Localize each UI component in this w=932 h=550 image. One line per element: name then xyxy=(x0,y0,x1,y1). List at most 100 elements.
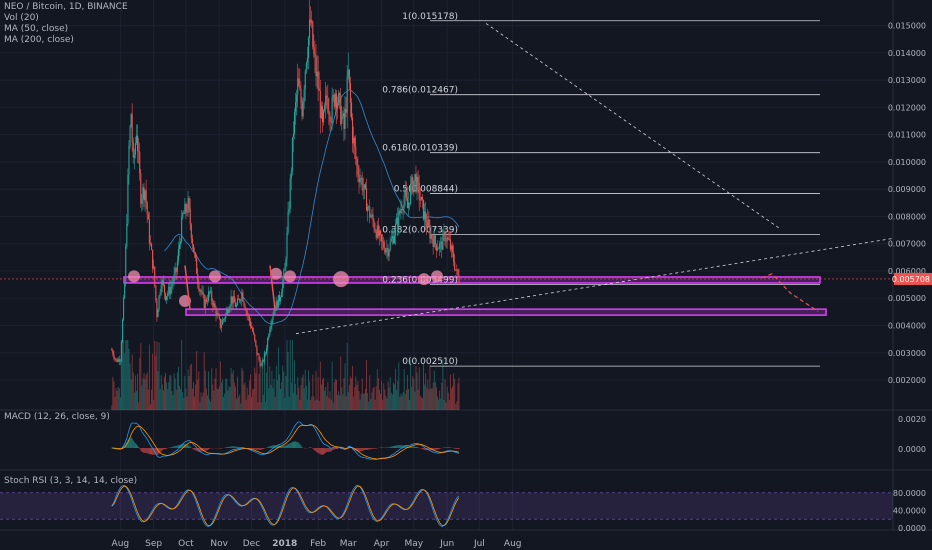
candle-body xyxy=(238,298,240,300)
volume-bar xyxy=(222,379,223,410)
volume-bar xyxy=(403,369,405,410)
macd-histogram-bar xyxy=(285,445,287,448)
candle-body xyxy=(117,359,119,362)
candle-body xyxy=(152,249,154,269)
y-tick-label: 0.002000 xyxy=(888,376,926,385)
volume-bar xyxy=(169,375,171,410)
volume-indicator-label[interactable]: Vol (20) xyxy=(4,13,39,23)
candle-body xyxy=(160,285,162,293)
stoch-axis-label: 0.0000 xyxy=(898,524,926,533)
y-tick-label: 0.003000 xyxy=(888,349,926,358)
volume-bar xyxy=(442,358,444,410)
candle-body xyxy=(290,171,292,179)
candle-body xyxy=(217,313,219,316)
macd-histogram-bar xyxy=(348,446,350,448)
candle-body xyxy=(410,183,412,204)
candle-body xyxy=(260,365,262,367)
candle-body xyxy=(416,176,418,192)
volume-bar xyxy=(156,341,158,410)
macd-histogram-bar xyxy=(428,448,430,451)
y-tick-label: 0.007000 xyxy=(888,240,926,249)
macd-histogram-bar xyxy=(256,448,258,450)
ma50-indicator-label[interactable]: MA (50, close) xyxy=(4,24,69,34)
macd-histogram-bar xyxy=(239,446,241,448)
candle-body xyxy=(162,280,164,285)
candle-body xyxy=(205,299,207,302)
candle-body xyxy=(285,259,287,269)
candle-body xyxy=(228,309,230,314)
volume-bar xyxy=(312,374,314,410)
volume-bar xyxy=(451,388,452,410)
symbol-title[interactable]: NEO / Bitcoin, 1D, BINANCE xyxy=(4,2,128,12)
volume-bar xyxy=(344,363,346,410)
stoch-rsi-label[interactable]: Stoch RSI (3, 3, 14, 14, close) xyxy=(4,476,138,486)
macd-histogram-bar xyxy=(238,446,240,448)
candle-body xyxy=(248,316,250,322)
candle-body xyxy=(157,309,159,318)
candle-body xyxy=(225,313,227,319)
candle-body xyxy=(350,102,353,118)
macd-histogram-bar xyxy=(416,447,418,448)
volume-bar xyxy=(240,403,242,410)
volume-bar xyxy=(377,378,379,410)
volume-bar xyxy=(140,342,142,410)
chart-legend: NEO / Bitcoin, 1D, BINANCE Vol (20) MA (… xyxy=(4,2,128,46)
macd-histogram-bar xyxy=(185,444,187,448)
volume-bar xyxy=(195,384,197,410)
candle-body xyxy=(307,37,310,59)
volume-bar xyxy=(375,386,377,410)
candle-body xyxy=(163,284,165,294)
macd-histogram-bar xyxy=(194,448,195,450)
candle-body xyxy=(113,354,115,359)
volume-bar xyxy=(281,382,283,410)
volume-bar xyxy=(369,375,371,410)
candle-body xyxy=(277,295,279,308)
macd-histogram-bar xyxy=(365,448,366,450)
volume-bar xyxy=(394,384,395,410)
volume-bar xyxy=(196,350,198,410)
macd-histogram-bar xyxy=(406,446,408,448)
candle-body xyxy=(273,310,275,316)
ma200-indicator-label[interactable]: MA (200, close) xyxy=(4,35,74,45)
volume-bar xyxy=(405,389,407,410)
volume-bar xyxy=(191,388,193,410)
y-tick-label: 0.004000 xyxy=(888,321,926,330)
macd-histogram-bar xyxy=(186,444,188,448)
volume-bar xyxy=(426,387,428,410)
candle-body xyxy=(419,199,421,201)
candle-body xyxy=(441,241,443,250)
volume-bar xyxy=(261,360,263,410)
candle-body xyxy=(314,54,316,57)
candle-body xyxy=(111,350,113,351)
macd-histogram-bar xyxy=(390,446,392,448)
candle-body xyxy=(196,257,198,275)
macd-histogram-bar xyxy=(282,445,284,448)
macd-histogram-bar xyxy=(197,448,199,452)
volume-bar xyxy=(331,361,333,410)
volume-bar xyxy=(338,391,340,410)
touch-circle xyxy=(270,267,282,280)
macd-histogram-bar xyxy=(233,446,235,448)
volume-bar xyxy=(435,387,437,410)
candle-body xyxy=(258,354,260,360)
candle-body xyxy=(361,177,363,191)
volume-bar xyxy=(152,353,154,410)
candle-body xyxy=(390,238,392,242)
macd-histogram-bar xyxy=(161,448,163,451)
candle-body xyxy=(319,90,321,118)
macd-histogram-bar xyxy=(401,445,403,448)
volume-bar xyxy=(228,386,230,410)
volume-bar xyxy=(318,400,320,410)
volume-bar xyxy=(142,378,144,410)
macd-histogram-bar xyxy=(166,448,168,449)
volume-bar xyxy=(147,389,149,410)
macd-histogram-bar xyxy=(272,445,274,448)
candle-body xyxy=(270,325,272,330)
volume-bar xyxy=(216,388,218,410)
candle-body xyxy=(377,225,379,236)
macd-histogram-bar xyxy=(298,442,300,448)
volume-bar xyxy=(282,365,284,410)
macd-label[interactable]: MACD (12, 26, close, 9) xyxy=(4,412,110,422)
candle-body xyxy=(200,290,202,293)
